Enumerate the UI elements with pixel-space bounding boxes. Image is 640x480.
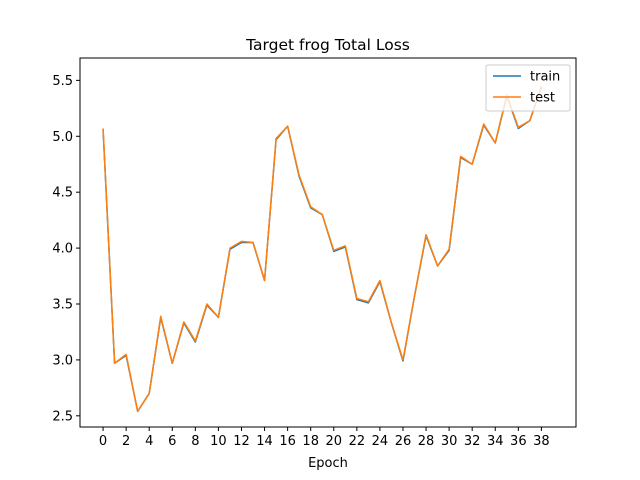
x-tick-label: 14	[256, 434, 273, 449]
x-tick-label: 10	[210, 434, 227, 449]
legend: train test	[485, 64, 571, 112]
legend-label-train: train	[530, 70, 560, 85]
x-tick-label: 34	[487, 434, 504, 449]
x-axis-label: Epoch	[308, 456, 348, 471]
x-tick-label: 6	[168, 434, 176, 449]
x-tick-label: 12	[233, 434, 250, 449]
y-tick-label: 3.0	[52, 353, 73, 368]
chart-title: Target frog Total Loss	[245, 36, 410, 54]
x-tick-label: 32	[464, 434, 481, 449]
axes-frame	[79, 57, 577, 428]
x-tick-label: 20	[325, 434, 342, 449]
x-tick-label: 24	[372, 434, 389, 449]
x-tick-label: 38	[533, 434, 550, 449]
x-axis: 0 2 4 6 8 10 12 14 16 18 20 22 24 26 28 30 32 34 36 38	[99, 427, 550, 449]
y-tick-label: 4.0	[52, 242, 73, 257]
x-tick-label: 26	[395, 434, 412, 449]
x-tick-label: 22	[349, 434, 366, 449]
series-line-test	[102, 85, 543, 413]
x-tick-label: 18	[302, 434, 319, 449]
x-tick-label: 0	[99, 434, 107, 449]
x-tick-label: 2	[122, 434, 130, 449]
x-tick-label: 36	[510, 434, 527, 449]
y-tick-label: 5.0	[52, 130, 73, 145]
x-tick-label: 4	[145, 434, 153, 449]
x-tick-label: 28	[418, 434, 435, 449]
y-tick-label: 5.5	[52, 74, 73, 89]
plot-area	[102, 85, 543, 413]
y-tick-label: 3.5	[52, 298, 73, 313]
x-tick-label: 30	[441, 434, 458, 449]
x-tick-label: 16	[279, 434, 296, 449]
legend-label-test: test	[530, 91, 555, 106]
y-tick-label: 4.5	[52, 186, 73, 201]
x-tick-label: 8	[191, 434, 199, 449]
y-axis: 2.5 3.0 3.5 4.0 4.5 5.0 5.5	[52, 74, 80, 424]
y-tick-label: 2.5	[52, 409, 73, 424]
